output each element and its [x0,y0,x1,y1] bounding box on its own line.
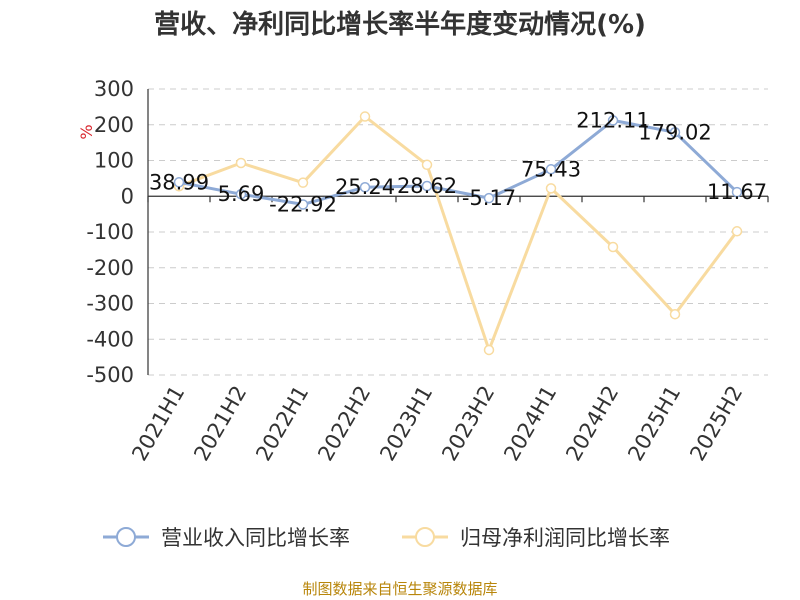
data-point [607,115,619,126]
series-line-1 [178,118,739,206]
y-tick-label: -100 [86,220,134,244]
data-label: -5.17 [462,186,516,210]
data-point [297,199,309,210]
y-tick-label: 200 [94,113,134,137]
x-tick-label: 2024H2 [561,382,623,466]
data-point [359,111,371,122]
x-tick-label: 2024H1 [499,382,561,466]
y-tick-label: -200 [86,256,134,280]
data-label: 5.69 [218,182,265,206]
x-tick-label: 2021H1 [127,382,189,466]
data-point [545,183,557,194]
data-point [731,186,743,198]
data-label: 75.43 [521,157,581,181]
y-tick-label: -300 [86,292,134,316]
y-axis-unit: % [77,124,96,139]
x-tick-label: 2025H1 [623,382,685,466]
legend-item-1[interactable]: 营业收入同比增长率 [103,526,350,550]
data-label: 11.67 [707,180,767,204]
legend-swatch-marker [415,527,435,547]
x-tick-label: 2022H1 [251,382,313,466]
data-point [483,344,495,356]
legend-label: 营业收入同比增长率 [161,526,350,550]
data-label: 25.24 [335,175,395,199]
data-label: 28.62 [397,174,457,198]
legend-swatch-marker [116,527,136,547]
series [173,111,743,356]
y-tick-label: 100 [94,149,134,173]
y-tick-label: 0 [121,184,134,208]
data-label: 38.99 [149,170,209,194]
grid [148,88,768,376]
legend-item-2[interactable]: 归母净利润同比增长率 [402,526,670,550]
source-note: 制图数据来自恒生聚源数据库 [302,580,497,598]
data-label: -22.92 [269,192,337,216]
data-point [483,192,495,204]
legend[interactable]: 营业收入同比增长率 归母净利润同比增长率 [103,526,670,550]
legend-label: 归母净利润同比增长率 [460,526,670,550]
x-tick-label: 2023H2 [437,382,499,466]
series-line-2 [178,115,739,352]
y-tick-label: -500 [86,363,134,387]
x-tick-label: 2023H1 [375,382,437,466]
chart-title: 营收、净利同比增长率半年度变动情况(%) [154,9,646,40]
data-point [421,180,433,192]
data-label: 212.11 [576,108,649,132]
data-point [235,157,247,169]
y-tick-label: -400 [86,327,134,351]
x-tick-label: 2025H2 [685,382,747,466]
data-point [669,127,681,138]
x-tick-label: 2021H2 [189,382,251,466]
data-point [731,226,743,237]
data-label: 179.02 [638,120,711,144]
data-point [359,181,371,193]
data-point [607,241,619,253]
data-point [235,188,247,200]
data-point [545,164,557,175]
data-point [421,159,433,171]
x-tick-label: 2022H2 [313,382,375,466]
data-point [669,308,681,320]
y-tick-label: 300 [94,77,134,101]
data-point [173,177,185,188]
data-point [297,177,309,188]
